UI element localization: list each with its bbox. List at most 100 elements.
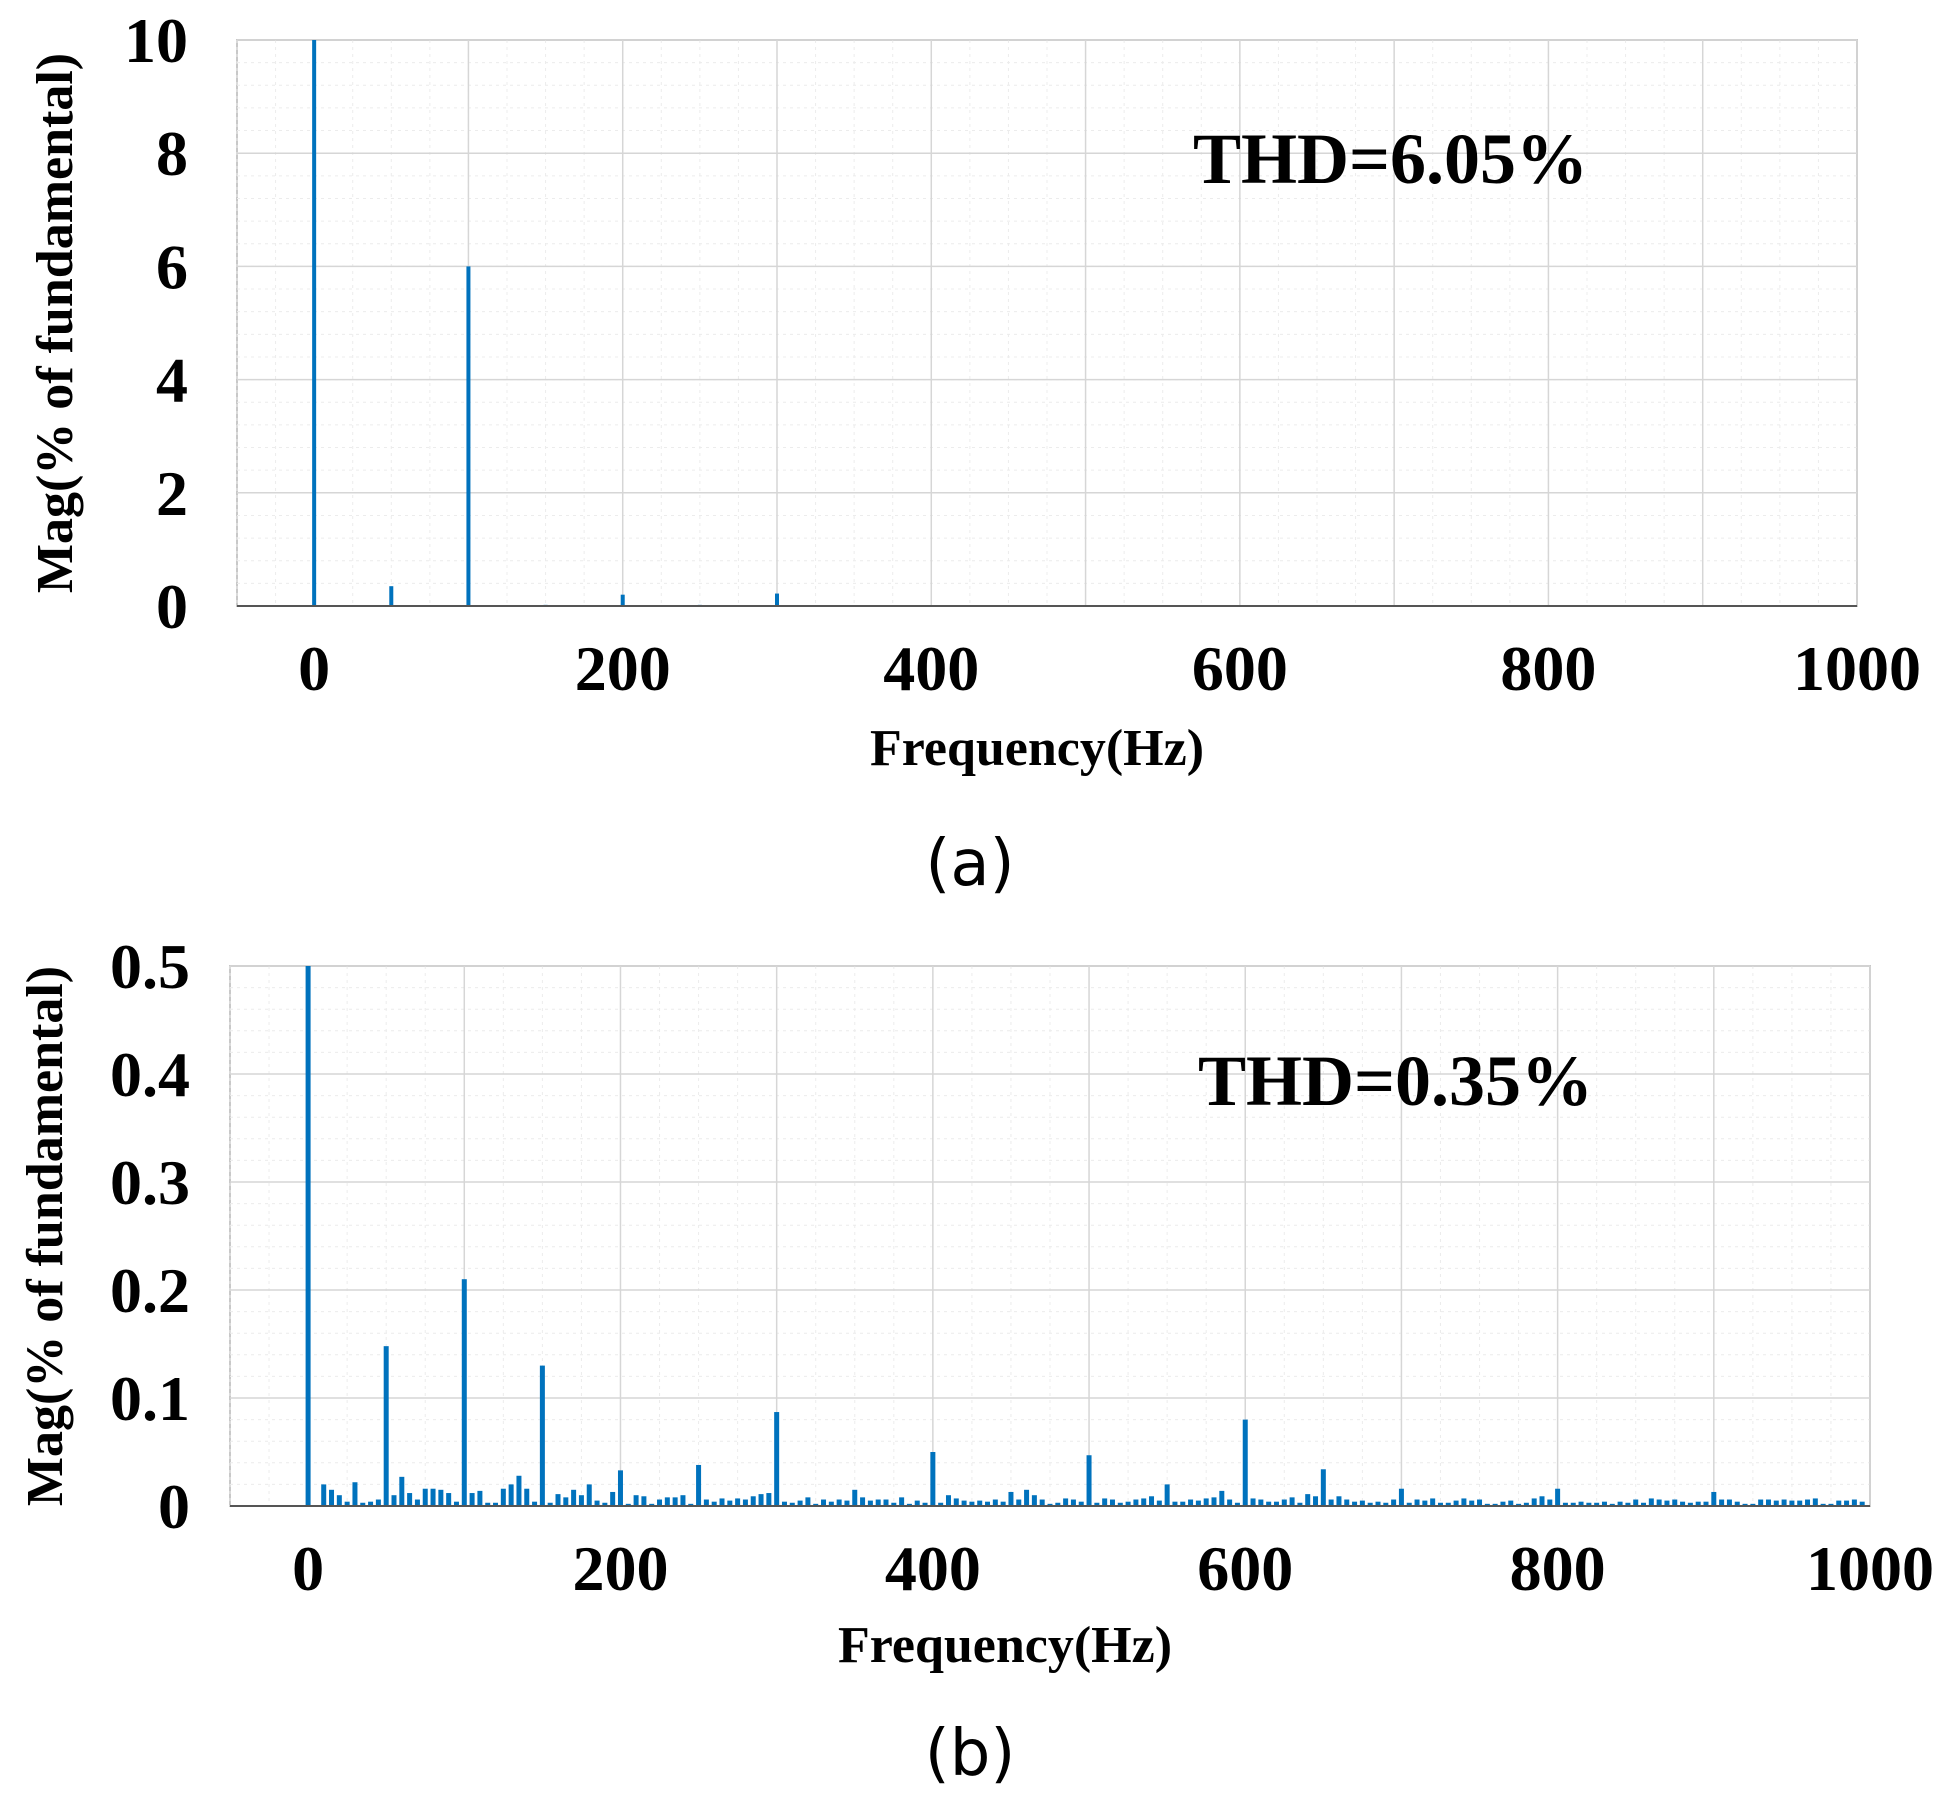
x-tick-label: 200 [575,633,671,704]
bar-40hz [368,1501,374,1506]
bar-100hz [461,1279,467,1506]
bar-655hz [1328,1499,1334,1506]
bar-805hz [1562,1502,1568,1506]
bar-715hz [1422,1500,1428,1506]
bar-155hz [547,1502,553,1506]
bar-510hz [1102,1498,1108,1506]
bar-135hz [516,1475,522,1506]
bar-620hz [1273,1501,1279,1506]
bar-880hz [1680,1501,1686,1506]
bar-490hz [1070,1499,1076,1506]
bar-200hz [620,594,625,606]
y-axis-label-b: Mag(% of fundamental) [17,966,74,1506]
bar-285hz [750,1496,756,1506]
panel-b: 0 200 400 600 800 1000 0 0.1 0.2 0.3 0.4 0.5 Frequ… [17,931,1934,1791]
bar-225hz [657,1499,663,1506]
bar-770hz [1508,1500,1514,1506]
bar-560hz [1180,1501,1186,1506]
bar-720hz [1430,1498,1436,1506]
bar-735hz [1453,1500,1459,1506]
bar-900hz [1711,1491,1717,1506]
bar-760hz [1492,1503,1498,1506]
bar-45hz [375,1499,381,1506]
bar-15hz [329,1489,335,1506]
bar-360hz [867,1500,873,1506]
bar-120hz [493,1502,499,1506]
bar-95hz [453,1501,459,1506]
bar-140hz [524,1488,530,1506]
x-tick-label: 400 [885,1533,981,1604]
bar-625hz [1281,1499,1287,1506]
x-tick-label: 800 [1510,1533,1606,1604]
x-tick-label: 400 [883,633,979,704]
bar-955hz [1797,1500,1803,1506]
bar-745hz [1469,1500,1475,1506]
bar-180hz [586,1484,592,1506]
bar-0hz [312,40,317,606]
bar-940hz [1773,1500,1779,1506]
bar-505hz [1094,1502,1100,1506]
bar-125hz [500,1488,506,1506]
bar-235hz [672,1497,678,1506]
bar-240hz [680,1495,686,1506]
y-tick-label: 4 [156,345,188,416]
bar-435hz [985,1501,991,1506]
bar-210hz [633,1495,639,1506]
bar-345hz [844,1500,850,1506]
bar-310hz [789,1502,795,1506]
bar-145hz [532,1501,538,1506]
bar-540hz [1149,1496,1155,1506]
bar-425hz [969,1501,975,1506]
bar-65hz [407,1493,413,1506]
bar-935hz [1765,1499,1771,1506]
bar-705hz [1406,1502,1412,1506]
bar-780hz [1523,1502,1529,1506]
y-tick-label: 0.5 [110,931,190,1002]
bar-415hz [953,1498,959,1506]
bar-300hz [774,1412,780,1506]
bar-570hz [1195,1500,1201,1506]
bar-835hz [1609,1503,1615,1506]
bar-380hz [899,1497,905,1506]
bar-130hz [508,1484,514,1506]
bar-195hz [610,1491,616,1506]
bar-410hz [945,1495,951,1506]
bar-980hz [1836,1500,1842,1506]
bar-550hz [1164,1484,1170,1506]
bar-855hz [1641,1502,1647,1506]
bar-845hz [1625,1502,1631,1506]
bar-595hz [1234,1502,1240,1506]
x-tick-label: 1000 [1806,1533,1934,1604]
bar-965hz [1812,1498,1818,1506]
bar-830hz [1601,1501,1607,1506]
bar-500hz [1086,1455,1092,1506]
bar-280hz [742,1499,748,1506]
bar-470hz [1039,1499,1045,1506]
y-tick-label: 0.4 [110,1039,190,1110]
bar-895hz [1703,1501,1709,1506]
y-tick-label: 0 [156,571,188,642]
bar-245hz [688,1503,694,1506]
bar-20hz [336,1495,342,1506]
y-tick-label: 0.2 [110,1255,190,1326]
bar-25hz [344,1501,350,1506]
y-tick-label: 8 [156,118,188,189]
bars-b [305,966,1865,1506]
bar-455hz [1016,1499,1022,1506]
bar-420hz [961,1500,967,1506]
bar-765hz [1500,1501,1506,1506]
bar-945hz [1781,1499,1787,1506]
x-tick-labels-a: 0 200 400 600 800 1000 [298,633,1921,704]
thd-annotation-b: THD=0.35% [1198,1041,1593,1121]
bar-930hz [1758,1499,1764,1506]
bar-315hz [797,1500,803,1506]
bar-820hz [1586,1502,1592,1506]
bar-695hz [1391,1499,1397,1506]
bar-840hz [1617,1501,1623,1506]
bar-390hz [914,1500,920,1506]
bar-255hz [703,1499,709,1506]
bar-590hz [1227,1499,1233,1506]
bar-160hz [555,1494,561,1506]
bar-70hz [414,1499,420,1506]
bar-985hz [1844,1500,1850,1506]
